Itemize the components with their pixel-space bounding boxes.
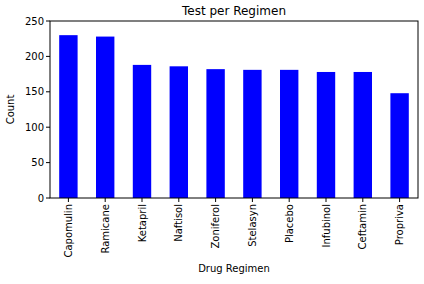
x-tick	[178, 198, 179, 202]
x-tick-label: Infubinol	[321, 204, 332, 248]
x-tick-label: Ceftamin	[357, 204, 368, 249]
bar	[206, 69, 224, 198]
bar	[96, 37, 114, 198]
x-axis-label: Drug Regimen	[198, 263, 270, 274]
x-tick-label: Placebo	[284, 204, 295, 243]
x-tick	[362, 198, 363, 202]
y-tick-label: 0	[38, 193, 44, 204]
y-tick-label: 200	[25, 51, 44, 62]
x-tick	[68, 198, 69, 202]
chart-container: 0 50 100 150 200 250 Capomulin Ramicane Ketapril…	[0, 0, 424, 284]
x-tick	[142, 198, 143, 202]
bar	[317, 72, 335, 198]
y-tick-label: 50	[31, 157, 44, 168]
x-tick-label: Capomulin	[63, 204, 74, 258]
x-tick	[105, 198, 106, 202]
x-tick	[399, 198, 400, 202]
x-tick-label: Ketapril	[137, 204, 148, 242]
y-tick	[46, 21, 50, 22]
x-tick	[252, 198, 253, 202]
chart-title: Test per Regimen	[181, 4, 286, 18]
bar	[170, 66, 188, 198]
bar	[280, 70, 298, 198]
x-tick-label: Stelasyn	[247, 204, 258, 247]
bar	[354, 72, 372, 198]
y-tick-label: 100	[25, 122, 44, 133]
x-tick-label: Zoniferol	[210, 204, 221, 249]
y-tick	[46, 198, 50, 199]
bar	[390, 93, 408, 198]
chart-svg: 0 50 100 150 200 250 Capomulin Ramicane Ketapril…	[0, 0, 424, 284]
x-tick-label: Ramicane	[100, 204, 111, 254]
y-tick-label: 150	[25, 86, 44, 97]
y-tick	[46, 56, 50, 57]
y-tick	[46, 91, 50, 92]
bars	[59, 35, 409, 198]
x-tick	[289, 198, 290, 202]
x-tick-label: Naftisol	[173, 204, 184, 242]
y-tick	[46, 162, 50, 163]
x-tick	[326, 198, 327, 202]
y-tick	[46, 127, 50, 128]
x-tick-label: Propriva	[394, 204, 405, 245]
y-axis-label: Count	[5, 95, 16, 125]
bar	[59, 35, 77, 198]
y-tick-label: 250	[25, 16, 44, 27]
bar	[133, 65, 151, 198]
plot-frame	[50, 21, 418, 198]
bar	[243, 70, 261, 198]
x-tick	[215, 198, 216, 202]
